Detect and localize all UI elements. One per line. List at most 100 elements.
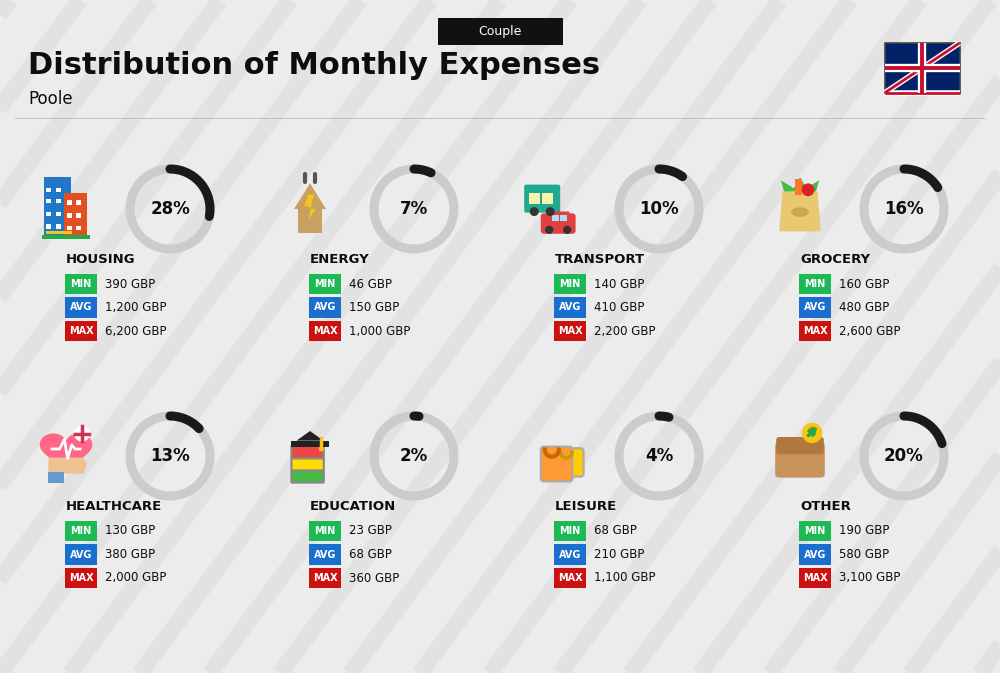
Text: 28%: 28% bbox=[150, 200, 190, 218]
Text: 390 GBP: 390 GBP bbox=[105, 277, 155, 291]
FancyBboxPatch shape bbox=[309, 521, 341, 541]
Text: Couple: Couple bbox=[478, 24, 522, 38]
FancyBboxPatch shape bbox=[438, 17, 562, 44]
Text: MAX: MAX bbox=[313, 326, 337, 336]
FancyBboxPatch shape bbox=[799, 297, 831, 318]
Text: 150 GBP: 150 GBP bbox=[349, 301, 399, 314]
Ellipse shape bbox=[791, 207, 809, 217]
FancyBboxPatch shape bbox=[554, 568, 586, 588]
FancyBboxPatch shape bbox=[76, 226, 81, 230]
FancyBboxPatch shape bbox=[309, 274, 341, 294]
Text: GROCERY: GROCERY bbox=[800, 252, 870, 266]
FancyBboxPatch shape bbox=[65, 297, 97, 318]
Text: AVG: AVG bbox=[70, 549, 92, 559]
FancyBboxPatch shape bbox=[309, 544, 341, 565]
FancyBboxPatch shape bbox=[56, 224, 61, 229]
FancyBboxPatch shape bbox=[46, 199, 51, 203]
Text: MAX: MAX bbox=[558, 326, 582, 336]
Text: 6,200 GBP: 6,200 GBP bbox=[105, 324, 166, 337]
FancyBboxPatch shape bbox=[524, 184, 560, 213]
Text: $: $ bbox=[808, 427, 817, 439]
Text: 10%: 10% bbox=[639, 200, 679, 218]
Text: 480 GBP: 480 GBP bbox=[839, 301, 889, 314]
Circle shape bbox=[74, 425, 90, 441]
FancyBboxPatch shape bbox=[554, 321, 586, 341]
FancyBboxPatch shape bbox=[799, 521, 831, 541]
FancyBboxPatch shape bbox=[65, 568, 97, 588]
Text: 23 GBP: 23 GBP bbox=[349, 524, 392, 538]
Text: MIN: MIN bbox=[314, 526, 336, 536]
FancyBboxPatch shape bbox=[76, 213, 81, 217]
Text: 3,100 GBP: 3,100 GBP bbox=[839, 571, 900, 584]
FancyBboxPatch shape bbox=[67, 201, 72, 205]
FancyBboxPatch shape bbox=[541, 447, 572, 481]
Text: MIN: MIN bbox=[559, 526, 581, 536]
Circle shape bbox=[802, 184, 814, 197]
Text: 380 GBP: 380 GBP bbox=[105, 548, 155, 561]
FancyBboxPatch shape bbox=[799, 274, 831, 294]
Polygon shape bbox=[294, 184, 326, 209]
Text: 68 GBP: 68 GBP bbox=[349, 548, 392, 561]
Text: 140 GBP: 140 GBP bbox=[594, 277, 644, 291]
FancyBboxPatch shape bbox=[65, 274, 97, 294]
FancyBboxPatch shape bbox=[46, 224, 51, 229]
FancyBboxPatch shape bbox=[291, 470, 324, 483]
Text: 2,000 GBP: 2,000 GBP bbox=[105, 571, 166, 584]
Text: AVG: AVG bbox=[70, 302, 92, 312]
FancyBboxPatch shape bbox=[291, 446, 324, 458]
FancyBboxPatch shape bbox=[291, 441, 329, 447]
FancyBboxPatch shape bbox=[48, 472, 64, 483]
FancyBboxPatch shape bbox=[799, 568, 831, 588]
Text: MAX: MAX bbox=[803, 326, 827, 336]
Text: 210 GBP: 210 GBP bbox=[594, 548, 644, 561]
Text: 2%: 2% bbox=[400, 447, 428, 465]
Text: 2,600 GBP: 2,600 GBP bbox=[839, 324, 900, 337]
Text: 68 GBP: 68 GBP bbox=[594, 524, 637, 538]
Text: 16%: 16% bbox=[884, 200, 924, 218]
FancyBboxPatch shape bbox=[552, 215, 559, 221]
Text: 1,200 GBP: 1,200 GBP bbox=[105, 301, 166, 314]
FancyBboxPatch shape bbox=[65, 321, 97, 341]
FancyBboxPatch shape bbox=[558, 448, 584, 476]
FancyBboxPatch shape bbox=[46, 211, 51, 216]
Text: Poole: Poole bbox=[28, 90, 73, 108]
Text: 580 GBP: 580 GBP bbox=[839, 548, 889, 561]
Text: 360 GBP: 360 GBP bbox=[349, 571, 399, 584]
FancyBboxPatch shape bbox=[298, 208, 322, 233]
Text: MIN: MIN bbox=[314, 279, 336, 289]
Polygon shape bbox=[304, 194, 316, 220]
Text: 7%: 7% bbox=[400, 200, 428, 218]
FancyBboxPatch shape bbox=[309, 321, 341, 341]
Text: AVG: AVG bbox=[559, 302, 581, 312]
FancyBboxPatch shape bbox=[46, 188, 51, 192]
Text: MIN: MIN bbox=[70, 526, 92, 536]
Text: MIN: MIN bbox=[804, 526, 826, 536]
Circle shape bbox=[530, 207, 539, 216]
FancyBboxPatch shape bbox=[42, 235, 90, 240]
Text: MIN: MIN bbox=[70, 279, 92, 289]
Polygon shape bbox=[781, 177, 819, 191]
Text: 190 GBP: 190 GBP bbox=[839, 524, 889, 538]
Text: AVG: AVG bbox=[804, 302, 826, 312]
FancyBboxPatch shape bbox=[76, 201, 81, 205]
Text: 160 GBP: 160 GBP bbox=[839, 277, 889, 291]
FancyBboxPatch shape bbox=[46, 231, 72, 233]
Text: 410 GBP: 410 GBP bbox=[594, 301, 644, 314]
Circle shape bbox=[802, 423, 822, 444]
FancyBboxPatch shape bbox=[309, 568, 341, 588]
FancyBboxPatch shape bbox=[776, 437, 824, 454]
Text: 13%: 13% bbox=[150, 447, 190, 465]
Text: AVG: AVG bbox=[804, 549, 826, 559]
Text: 2,200 GBP: 2,200 GBP bbox=[594, 324, 656, 337]
FancyBboxPatch shape bbox=[795, 178, 802, 194]
Text: MAX: MAX bbox=[558, 573, 582, 583]
FancyBboxPatch shape bbox=[56, 188, 61, 192]
FancyBboxPatch shape bbox=[799, 321, 831, 341]
FancyBboxPatch shape bbox=[46, 232, 72, 234]
Text: 130 GBP: 130 GBP bbox=[105, 524, 155, 538]
Polygon shape bbox=[40, 434, 92, 472]
Circle shape bbox=[563, 225, 571, 234]
Text: MAX: MAX bbox=[803, 573, 827, 583]
FancyBboxPatch shape bbox=[554, 297, 586, 318]
FancyBboxPatch shape bbox=[65, 521, 97, 541]
